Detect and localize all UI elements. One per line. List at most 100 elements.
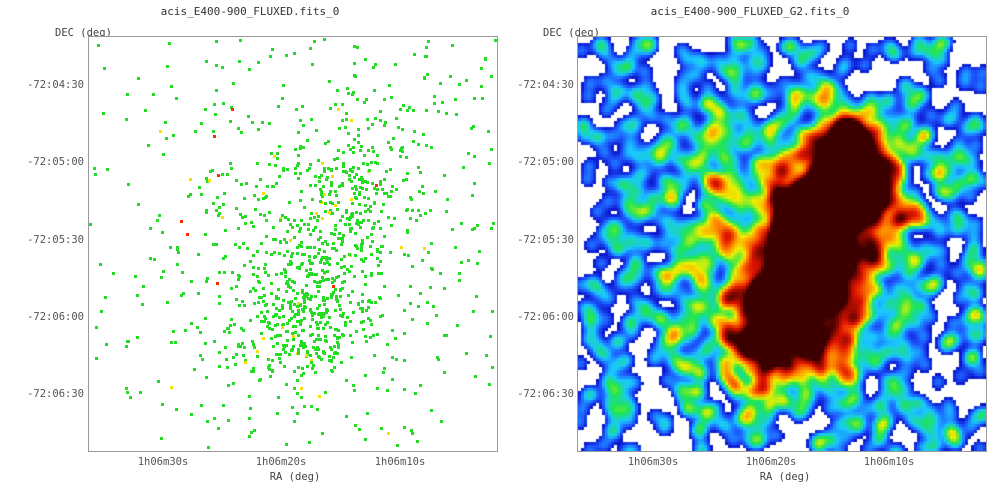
event-pixel (271, 328, 274, 331)
event-pixel (282, 315, 285, 318)
event-pixel (318, 304, 321, 307)
event-pixel (348, 270, 351, 273)
event-pixel (342, 170, 345, 173)
event-pixel (321, 195, 324, 198)
event-pixel (341, 119, 344, 122)
event-pixel (251, 121, 254, 124)
event-pixel (413, 53, 416, 56)
event-pixel (320, 358, 323, 361)
event-pixel (207, 446, 210, 449)
event-pixel (337, 343, 340, 346)
event-pixel (374, 117, 377, 120)
event-pixel (454, 98, 457, 101)
event-pixel (462, 166, 465, 169)
event-pixel (310, 295, 313, 298)
event-pixel (218, 206, 221, 209)
event-pixel (361, 178, 364, 181)
event-pixel (256, 355, 259, 358)
event-pixel (246, 247, 249, 250)
event-pixel (359, 186, 362, 189)
event-pixel (161, 231, 164, 234)
event-pixel (274, 164, 277, 167)
event-pixel (289, 223, 292, 226)
event-pixel (322, 327, 325, 330)
event-pixel (488, 383, 491, 386)
event-pixel (290, 317, 293, 320)
event-pixel (293, 52, 296, 55)
event-pixel (223, 192, 226, 195)
event-pixel (346, 268, 349, 271)
event-pixel (237, 274, 240, 277)
event-pixel (329, 201, 332, 204)
event-pixel (290, 255, 293, 258)
event-pixel (321, 276, 324, 279)
event-pixel (270, 152, 273, 155)
event-pixel (137, 77, 140, 80)
event-pixel (299, 172, 302, 175)
event-pixel (248, 435, 251, 438)
event-pixel (136, 336, 139, 339)
event-pixel (165, 137, 168, 140)
event-pixel (279, 241, 282, 244)
event-pixel (445, 210, 448, 213)
event-pixel (351, 215, 354, 218)
event-pixel (324, 335, 327, 338)
event-pixel (159, 130, 162, 133)
event-pixel (294, 167, 297, 170)
event-pixel (306, 246, 309, 249)
event-pixel (314, 371, 317, 374)
right-image-canvas[interactable] (577, 36, 987, 452)
event-pixel (218, 351, 221, 354)
event-pixel (366, 163, 369, 166)
event-pixel (245, 182, 248, 185)
event-pixel (293, 303, 296, 306)
event-pixel (329, 190, 332, 193)
event-pixel (309, 262, 312, 265)
event-pixel (322, 256, 325, 259)
event-pixel (297, 302, 300, 305)
left-image-canvas[interactable] (88, 36, 498, 452)
event-pixel (443, 371, 446, 374)
event-pixel (270, 292, 273, 295)
event-pixel (289, 307, 292, 310)
event-pixel (418, 190, 421, 193)
event-pixel (325, 256, 328, 259)
event-pixel (377, 272, 380, 275)
event-pixel (331, 277, 334, 280)
event-pixel (353, 192, 356, 195)
event-pixel (313, 280, 316, 283)
event-pixel (217, 174, 220, 177)
event-pixel (162, 153, 165, 156)
event-pixel (341, 315, 344, 318)
event-pixel (300, 340, 303, 343)
event-pixel (370, 274, 373, 277)
event-pixel (196, 326, 199, 329)
event-pixel (333, 233, 336, 236)
event-pixel (316, 346, 319, 349)
event-pixel (89, 223, 92, 226)
event-pixel (190, 322, 193, 325)
event-pixel (439, 272, 442, 275)
event-pixel (213, 417, 216, 420)
event-pixel (296, 266, 299, 269)
event-pixel (299, 304, 302, 307)
event-pixel (377, 220, 380, 223)
event-pixel (296, 320, 299, 323)
event-pixel (370, 272, 373, 275)
event-pixel (240, 131, 243, 134)
event-pixel (252, 254, 255, 257)
event-pixel (354, 196, 357, 199)
event-pixel (354, 185, 357, 188)
event-pixel (349, 169, 352, 172)
event-pixel (277, 105, 280, 108)
event-pixel (476, 224, 479, 227)
event-pixel (323, 250, 326, 253)
event-pixel (262, 287, 265, 290)
event-pixel (386, 343, 389, 346)
event-pixel (331, 175, 334, 178)
event-pixel (206, 277, 209, 280)
event-pixel (471, 228, 474, 231)
event-pixel (355, 188, 358, 191)
event-pixel (222, 257, 225, 260)
event-pixel (303, 301, 306, 304)
